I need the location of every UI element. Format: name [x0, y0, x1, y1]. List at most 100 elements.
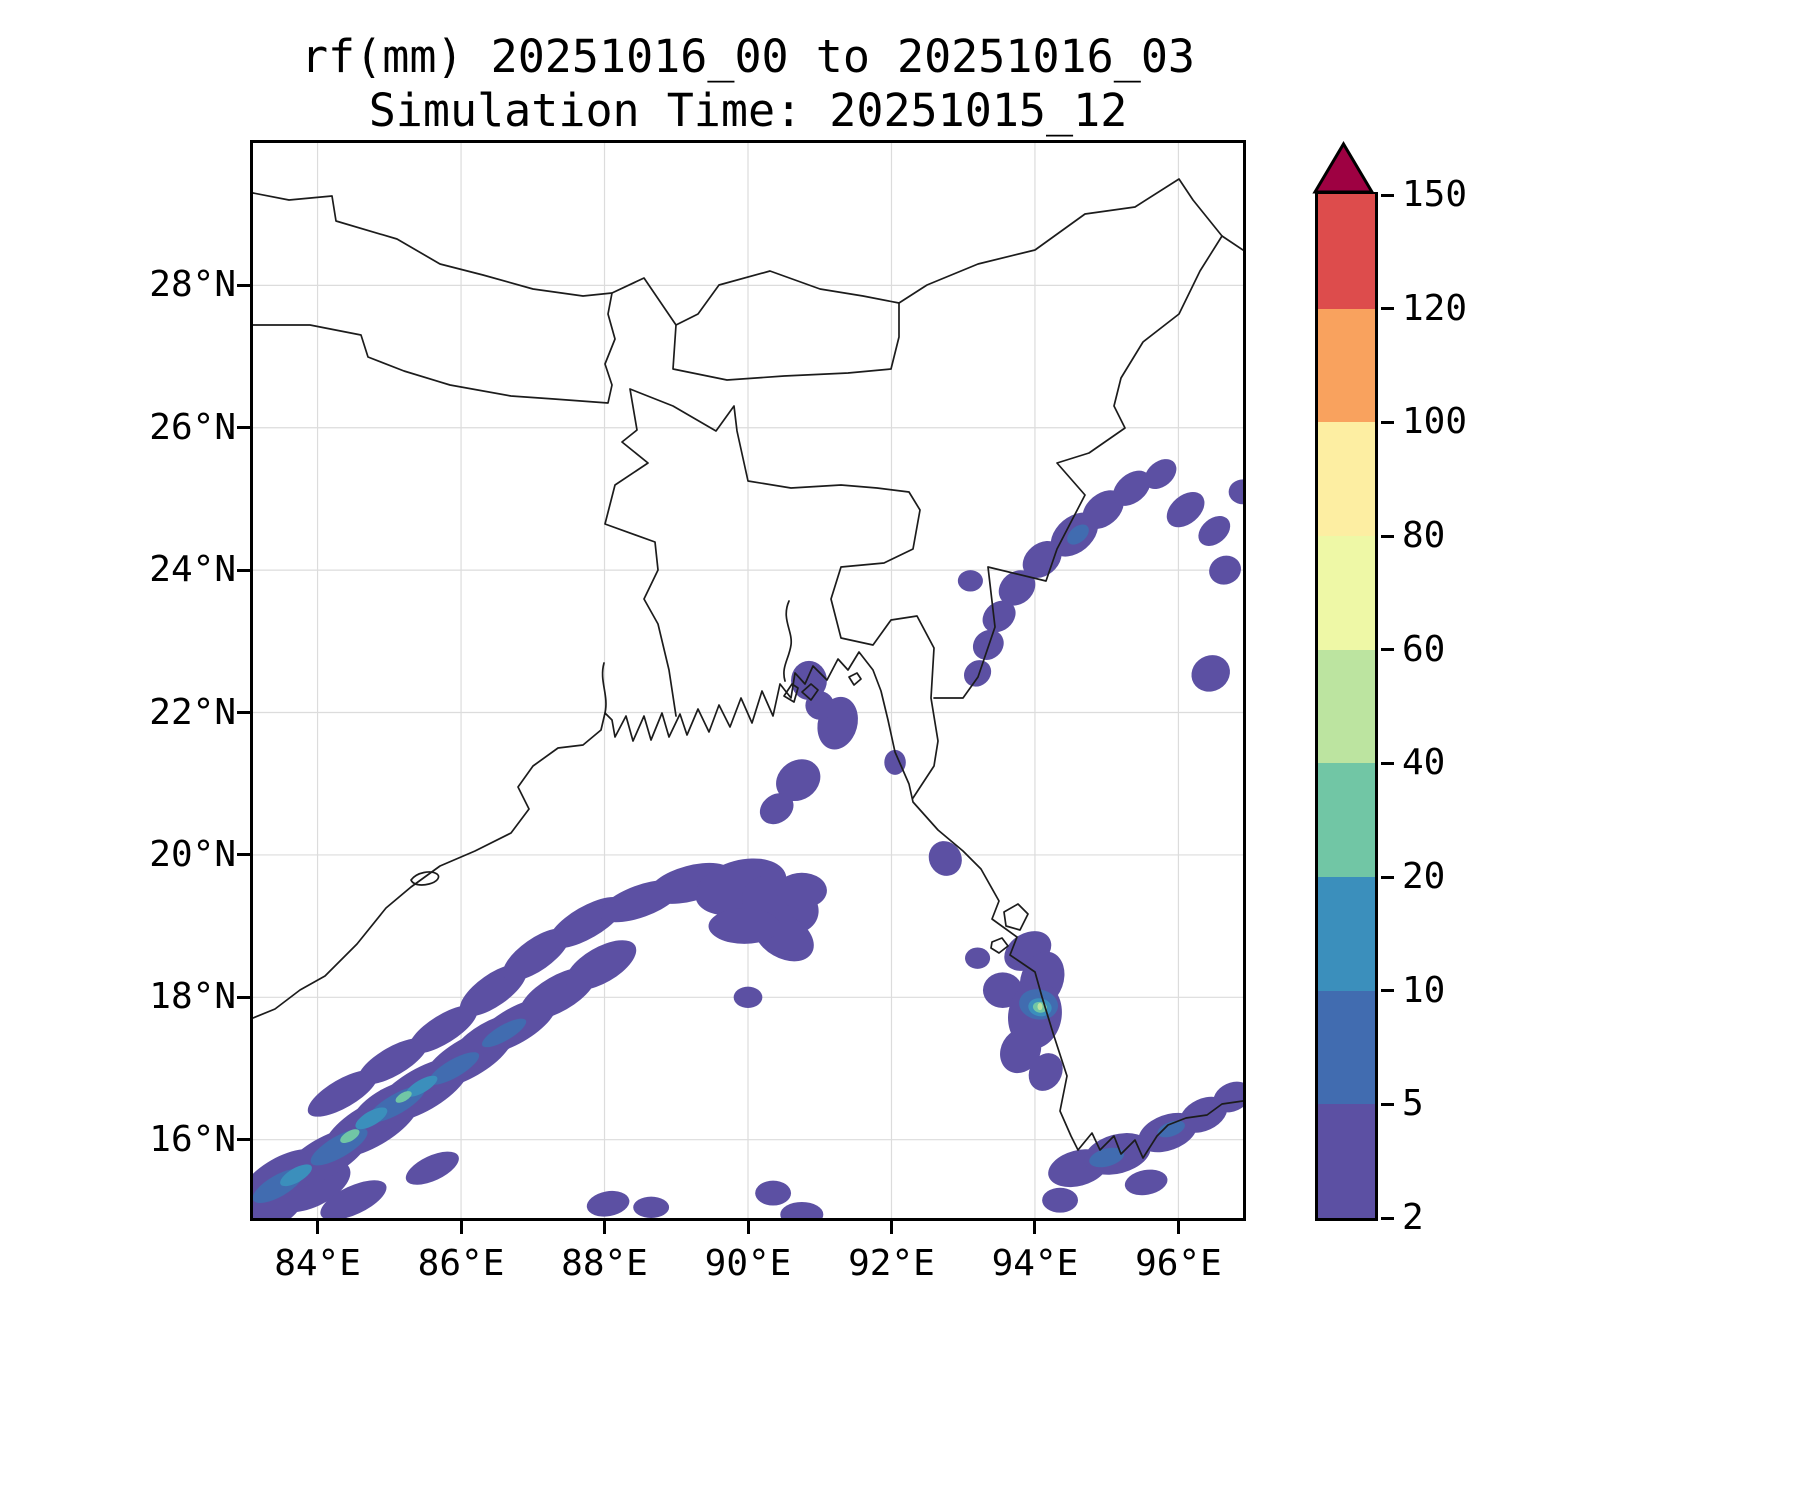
colorbar-tick-mark: [1381, 875, 1394, 879]
colorbar-tick-mark: [1381, 420, 1394, 424]
colorbar-tick-label: 100: [1402, 401, 1468, 443]
river-hooghly: [601, 662, 607, 714]
colorbar-extend-arrow: [1312, 141, 1375, 199]
border-bangladesh: [604, 388, 939, 799]
river-meghna: [783, 600, 793, 682]
rain-cell: [395, 1091, 412, 1103]
x-tick-mark: [1176, 1221, 1180, 1234]
colorbar-segment: [1318, 194, 1375, 309]
rain-cell: [280, 1164, 312, 1187]
colorbar-segment: [1318, 307, 1375, 423]
y-tick-label: 28°N: [149, 264, 236, 306]
coastlines-and-borders: [253, 178, 1243, 1159]
colorbar-tick-mark: [1381, 761, 1394, 765]
rain-cell: [759, 793, 794, 825]
y-tick-mark: [237, 1138, 250, 1142]
island-sandwip: [848, 672, 862, 686]
x-tick-label: 96°E: [1135, 1243, 1222, 1284]
rain-cell: [428, 1052, 480, 1085]
rain-cell: [408, 1005, 478, 1054]
rain-cell: [565, 940, 637, 991]
x-tick-mark: [603, 1221, 607, 1234]
rain-cell: [405, 1075, 438, 1097]
rain-cell: [481, 1018, 527, 1048]
rain-cell: [776, 759, 821, 802]
rain-cell: [1124, 1169, 1168, 1196]
rain-cell: [1022, 540, 1062, 578]
colorbar-tick-label: 150: [1402, 174, 1468, 215]
rain-cell: [1209, 555, 1241, 585]
coastline-bay-of-bengal: [253, 651, 1243, 1159]
rain-cell: [928, 841, 962, 876]
chart-title: rf(mm) 20251016_00 to 20251016_03: [300, 30, 1196, 83]
border-india-myanmar: [933, 235, 1223, 699]
rain-cell: [1112, 470, 1151, 506]
colorbar-segment: [1318, 1103, 1375, 1218]
rain-cell: [1157, 1120, 1185, 1138]
island-bhola: [783, 683, 799, 703]
rain-cell: [965, 947, 991, 969]
y-tick-label: 26°N: [149, 406, 236, 448]
x-tick-label: 88°E: [561, 1243, 648, 1284]
colorbar-tick-mark: [1381, 193, 1394, 197]
y-tick-mark: [237, 995, 250, 999]
rain-cell: [776, 872, 827, 909]
colorbar-segment: [1318, 876, 1375, 991]
colorbar-segment: [1318, 648, 1375, 764]
colorbar-tick-label: 2: [1402, 1197, 1424, 1238]
chart-subtitle: Simulation Time: 20251015_12: [368, 84, 1128, 137]
border-bhutan: [672, 302, 900, 381]
border-nepal-india: [253, 292, 616, 404]
rain-cell: [1089, 1147, 1125, 1168]
rain-cell: [1037, 1003, 1043, 1011]
colorbar-tick-label: 20: [1402, 856, 1446, 897]
border-himalaya-china: [253, 178, 1243, 326]
y-tick-mark: [237, 568, 250, 572]
rain-cell: [405, 1151, 459, 1185]
colorbar-over-triangle: [1312, 141, 1375, 194]
colorbar-tick-label: 10: [1402, 969, 1446, 1011]
rain-cell: [340, 1129, 360, 1144]
x-tick-label: 94°E: [991, 1243, 1079, 1284]
chilika-lake: [410, 871, 440, 886]
rain-cell: [780, 1201, 824, 1218]
rain-cell: [1000, 1028, 1042, 1074]
y-tick-label: 16°N: [149, 1118, 236, 1160]
colorbar-segment: [1318, 421, 1375, 536]
colorbar-tick-label: 40: [1402, 742, 1446, 784]
rain-cell: [998, 570, 1036, 606]
x-tick-label: 86°E: [417, 1243, 505, 1284]
colorbar-segment: [1318, 535, 1375, 650]
x-tick-mark: [746, 1221, 750, 1234]
rain-cell: [982, 600, 1016, 633]
colorbar-tick-mark: [1381, 648, 1394, 652]
x-tick-label: 92°E: [848, 1243, 935, 1284]
colorbar-tick-label: 120: [1402, 287, 1468, 329]
x-tick-mark: [459, 1221, 463, 1234]
rainfall-contour-layer: [253, 459, 1243, 1218]
colorbar: [1315, 192, 1378, 1221]
colorbar-tick-mark: [1381, 1216, 1394, 1220]
rain-cell: [1082, 490, 1124, 530]
rain-cell: [733, 986, 763, 1008]
colorbar-segment: [1318, 989, 1375, 1105]
island-cheduba: [990, 937, 1009, 954]
x-tick-label: 90°E: [704, 1243, 792, 1284]
y-tick-mark: [237, 426, 250, 430]
rain-cell: [805, 691, 835, 720]
colorbar-tick-label: 5: [1402, 1083, 1424, 1125]
y-tick-mark: [237, 711, 250, 715]
rain-cell: [1166, 492, 1205, 528]
rain-cell: [957, 570, 983, 592]
rain-cell: [884, 749, 906, 775]
rain-cell: [963, 660, 992, 687]
island-ramree: [1003, 903, 1029, 931]
colorbar-tick-mark: [1381, 307, 1394, 311]
y-tick-label: 24°N: [149, 549, 236, 591]
x-tick-mark: [316, 1221, 320, 1234]
map-canvas: [253, 143, 1243, 1218]
rain-cell: [755, 1180, 792, 1206]
map-plot-area: [250, 140, 1246, 1221]
y-tick-mark: [237, 853, 250, 857]
